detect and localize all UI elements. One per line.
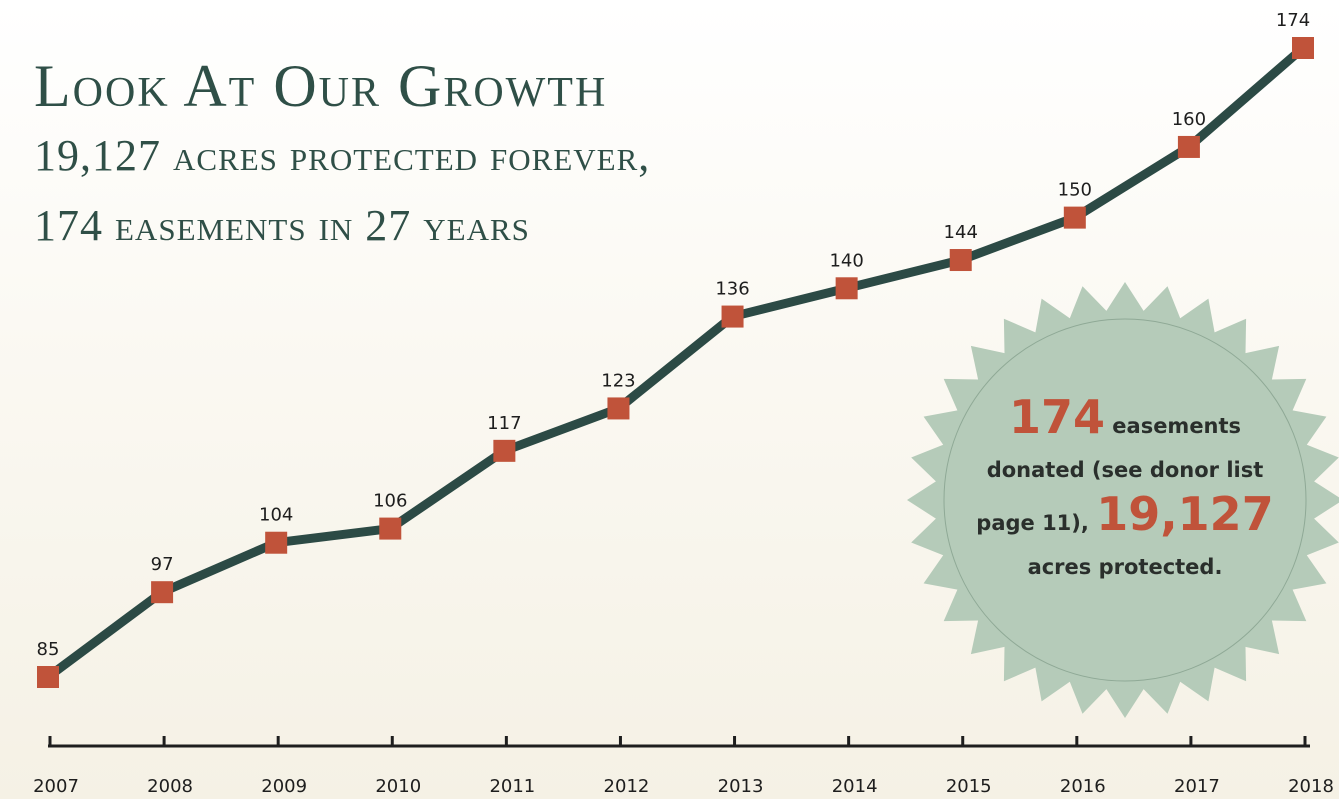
annotation: 174 easements donated (see donor list pa… [960,395,1290,589]
data-label: 85 [37,639,60,660]
data-label: 97 [151,554,174,575]
marker [607,397,629,419]
marker [1064,207,1086,229]
marker [722,306,744,328]
subtitle: 19,127 acres protected forever, [34,130,650,181]
data-label: 106 [373,491,407,512]
x-tick-label: 2015 [946,776,992,797]
annotation-number: 19,127 [1096,487,1274,541]
x-tick-label: 2018 [1288,776,1334,797]
marker [1292,37,1314,59]
subtitle: 174 easements in 27 years [34,200,530,251]
marker [37,666,59,688]
marker [379,518,401,540]
x-tick-label: 2008 [147,776,193,797]
x-tick-label: 2012 [604,776,650,797]
marker [151,581,173,603]
data-label: 150 [1058,180,1092,201]
data-label: 123 [601,370,635,391]
annotation-number: 174 [1009,390,1105,444]
data-label: 160 [1172,109,1206,130]
x-tick-label: 2009 [261,776,307,797]
x-tick-label: 2017 [1174,776,1220,797]
annotation-text: acres protected. [1028,555,1223,579]
x-tick-label: 2013 [718,776,764,797]
data-label: 140 [829,250,863,271]
marker [1178,136,1200,158]
marker [493,440,515,462]
data-label: 136 [715,279,749,300]
x-tick-label: 2010 [375,776,421,797]
marker [836,277,858,299]
data-label: 144 [944,222,978,243]
marker [950,249,972,271]
data-label: 174 [1276,10,1310,31]
chart-title: Look At Our Growth [34,52,607,121]
data-label: 104 [259,505,293,526]
x-tick-label: 2016 [1060,776,1106,797]
page: 2007 2008 2009 2010 2011 2012 2013 2014 2015 2016… [0,0,1339,799]
marker [265,532,287,554]
x-tick-label: 2014 [832,776,878,797]
data-label: 117 [487,413,521,434]
x-tick-label: 2011 [489,776,535,797]
x-tick-label: 2007 [33,776,79,797]
